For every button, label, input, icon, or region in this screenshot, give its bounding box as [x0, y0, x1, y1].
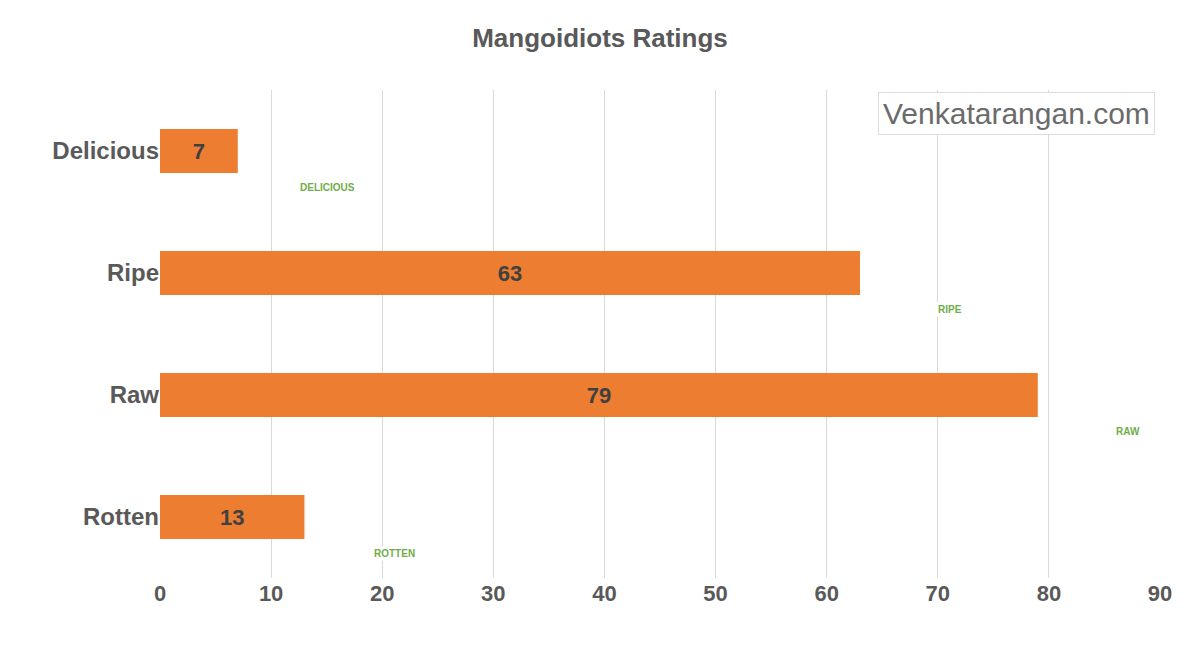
svg-text:63: 63 [498, 261, 522, 286]
svg-text:Venkatarangan.com: Venkatarangan.com [883, 97, 1150, 130]
svg-text:10: 10 [259, 581, 283, 606]
svg-text:90: 90 [1148, 581, 1172, 606]
svg-text:Rotten: Rotten [83, 503, 159, 530]
svg-text:60: 60 [814, 581, 838, 606]
svg-text:Ripe: Ripe [107, 259, 159, 286]
svg-text:ROTTEN: ROTTEN [374, 548, 415, 559]
svg-text:0: 0 [154, 581, 166, 606]
svg-text:50: 50 [703, 581, 727, 606]
svg-text:40: 40 [592, 581, 616, 606]
svg-text:70: 70 [926, 581, 950, 606]
svg-text:80: 80 [1037, 581, 1061, 606]
svg-text:20: 20 [370, 581, 394, 606]
svg-text:13: 13 [220, 505, 244, 530]
svg-text:79: 79 [587, 383, 611, 408]
svg-text:Delicious: Delicious [52, 137, 159, 164]
svg-text:7: 7 [193, 139, 205, 164]
svg-text:Mangoidiots Ratings: Mangoidiots Ratings [472, 23, 728, 53]
svg-text:DELICIOUS: DELICIOUS [300, 182, 355, 193]
svg-text:RIPE: RIPE [938, 304, 962, 315]
svg-text:Raw: Raw [110, 381, 160, 408]
svg-text:RAW: RAW [1116, 426, 1140, 437]
svg-text:30: 30 [481, 581, 505, 606]
